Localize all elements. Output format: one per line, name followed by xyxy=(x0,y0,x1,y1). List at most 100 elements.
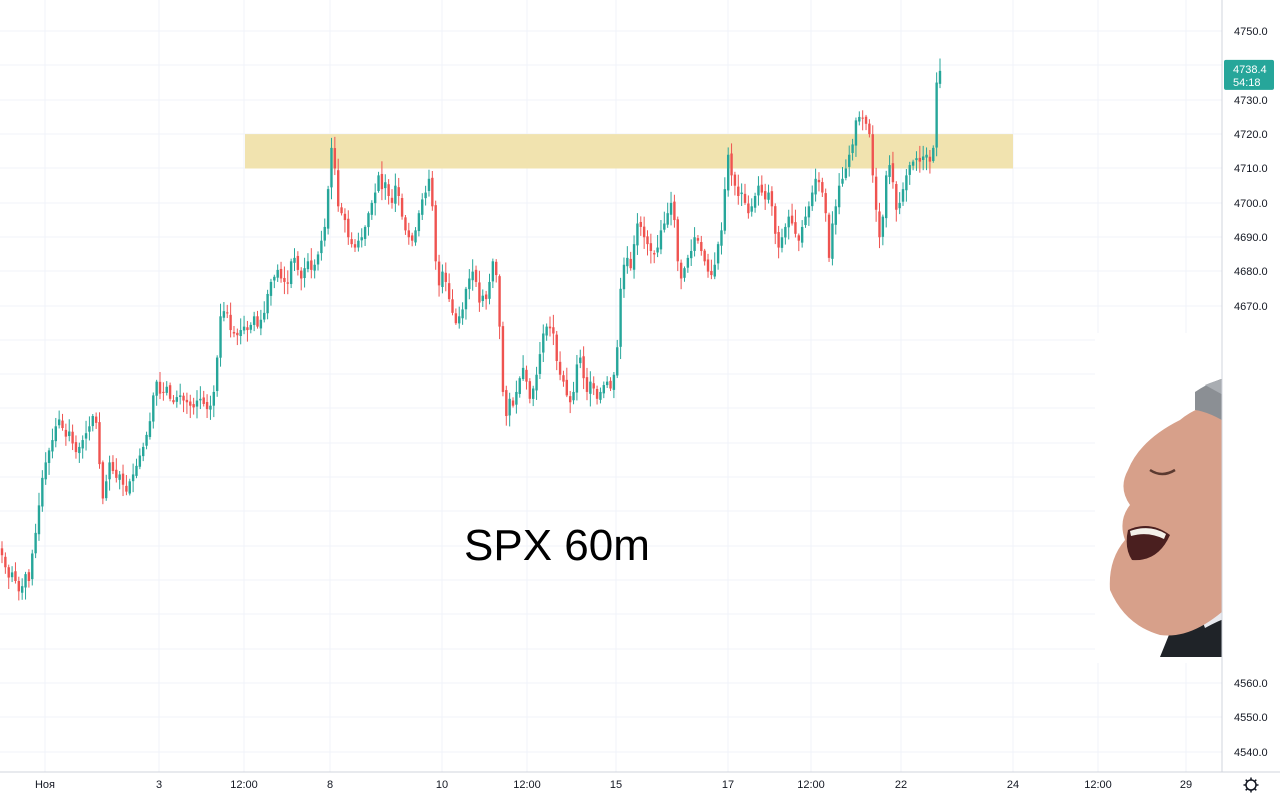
candle xyxy=(263,301,266,323)
candle xyxy=(558,351,562,381)
candle xyxy=(700,235,703,256)
candle xyxy=(300,267,303,291)
candle xyxy=(572,381,575,405)
candle xyxy=(895,181,898,222)
candle xyxy=(837,173,841,215)
candle xyxy=(10,566,14,583)
candle xyxy=(363,225,367,247)
candle xyxy=(858,111,861,126)
candle xyxy=(195,390,199,419)
candle xyxy=(293,248,296,272)
x-tick-label: 12:00 xyxy=(230,779,258,791)
candle xyxy=(639,216,642,236)
candle xyxy=(286,270,289,295)
candle xyxy=(384,174,387,200)
candle xyxy=(168,382,172,402)
candle xyxy=(205,394,209,419)
bar-countdown: 54:18 xyxy=(1233,77,1261,89)
candle xyxy=(878,202,881,249)
candle xyxy=(817,172,821,192)
candle xyxy=(864,114,868,131)
candle xyxy=(84,420,88,451)
candle xyxy=(521,355,525,381)
candle xyxy=(88,416,91,441)
candle xyxy=(202,390,205,407)
candle xyxy=(908,161,911,185)
candle xyxy=(807,201,811,226)
candle xyxy=(51,428,54,459)
x-tick-label: 12:00 xyxy=(797,779,825,791)
candle xyxy=(750,198,753,217)
candle xyxy=(844,159,848,181)
candle xyxy=(491,258,495,289)
candle xyxy=(683,266,686,282)
candle xyxy=(135,458,138,479)
candle xyxy=(935,72,938,157)
candle xyxy=(794,209,797,238)
candle xyxy=(145,431,148,450)
candle xyxy=(313,259,316,279)
candle xyxy=(54,417,57,448)
candle xyxy=(528,378,532,404)
candle xyxy=(437,254,441,297)
candle xyxy=(605,376,609,388)
candle xyxy=(0,541,4,564)
x-tick-label: 8 xyxy=(327,779,333,791)
candle xyxy=(905,168,908,202)
candle xyxy=(410,232,414,247)
candle xyxy=(726,147,730,197)
candle xyxy=(871,125,874,183)
candle xyxy=(158,371,162,400)
candle xyxy=(784,223,787,245)
candle xyxy=(777,225,780,259)
candle xyxy=(172,395,175,405)
price-axis[interactable]: 4750.04740.04730.04720.04710.04700.04690… xyxy=(1221,0,1280,800)
candle xyxy=(780,228,784,253)
candle xyxy=(68,419,71,442)
time-axis[interactable]: Ноя 3 12:00 8 10 12:00 15 17 12:00 22 24 12:00 29 xyxy=(0,771,1280,800)
candle xyxy=(367,211,370,236)
x-tick-label: 24 xyxy=(1007,779,1019,791)
candle xyxy=(898,192,901,215)
candle xyxy=(901,182,905,206)
candle xyxy=(333,136,337,176)
candle xyxy=(189,394,192,419)
candle xyxy=(108,455,111,491)
candle xyxy=(273,274,276,289)
candle xyxy=(347,210,350,245)
candle xyxy=(464,286,468,320)
candle xyxy=(579,349,582,369)
candle xyxy=(390,189,394,209)
candle xyxy=(447,273,451,302)
candle xyxy=(481,289,484,307)
candle xyxy=(622,257,626,298)
candle xyxy=(743,183,747,205)
candle xyxy=(394,173,397,212)
candle xyxy=(730,143,733,186)
candle xyxy=(666,202,669,228)
candle xyxy=(891,151,895,189)
candle xyxy=(616,339,619,379)
candle xyxy=(619,277,622,360)
candle xyxy=(518,376,521,398)
candle xyxy=(239,318,242,345)
candle xyxy=(14,562,17,584)
candle xyxy=(125,475,128,496)
candle xyxy=(94,412,98,429)
candle xyxy=(595,385,599,405)
candle xyxy=(128,478,131,496)
candle xyxy=(928,149,932,174)
x-tick-label: 10 xyxy=(436,779,448,791)
candle xyxy=(885,170,888,228)
candle xyxy=(266,289,269,320)
candle xyxy=(632,235,636,279)
candle xyxy=(424,185,427,206)
settings-gear-icon[interactable] xyxy=(1243,777,1259,793)
candle xyxy=(303,257,306,288)
candle xyxy=(20,578,24,600)
grid-lines xyxy=(0,0,1222,772)
x-tick-label: 17 xyxy=(722,779,734,791)
candle xyxy=(330,137,333,200)
